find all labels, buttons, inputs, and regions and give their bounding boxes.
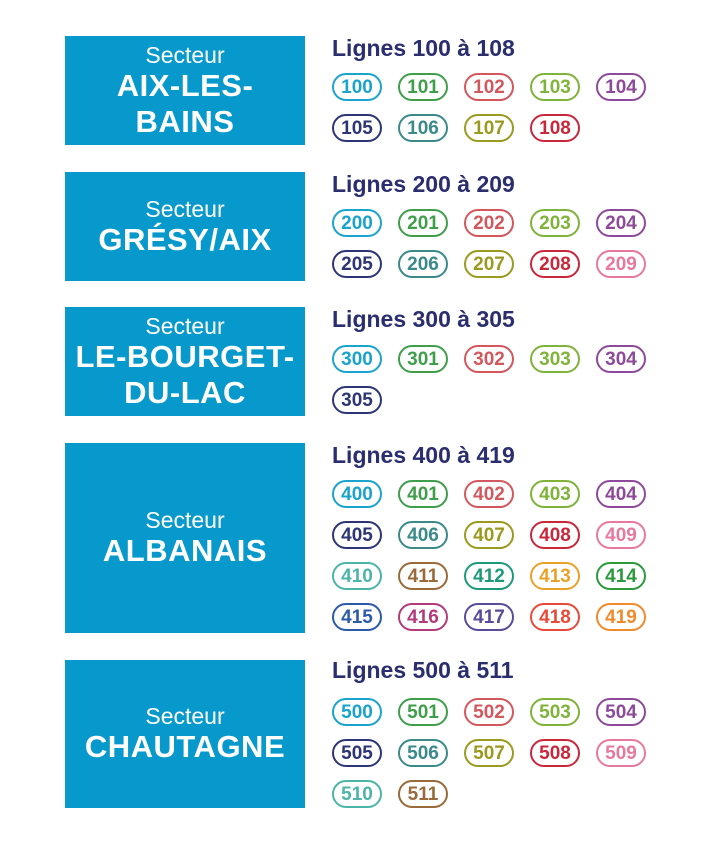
- sector-chautagne-box: Secteur CHAUTAGNE: [65, 660, 305, 808]
- sector-gresy-aix-box: Secteur GRÉSY/AIX: [65, 172, 305, 281]
- line-badge-509[interactable]: 509: [596, 739, 646, 767]
- line-badge-408[interactable]: 408: [530, 521, 580, 549]
- line-badge-506[interactable]: 506: [398, 739, 448, 767]
- sector-albanais-box: Secteur ALBANAIS: [65, 443, 305, 633]
- sector-name: CHAUTAGNE: [84, 729, 286, 764]
- line-badge-104[interactable]: 104: [596, 73, 646, 101]
- line-badge-411[interactable]: 411: [398, 562, 448, 590]
- line-badge-301[interactable]: 301: [398, 345, 448, 373]
- line-badge-400[interactable]: 400: [332, 480, 382, 508]
- sector-kicker: Secteur: [145, 195, 225, 222]
- line-badge-405[interactable]: 405: [332, 521, 382, 549]
- line-badge-510[interactable]: 510: [332, 780, 382, 808]
- lines-title: Lignes 300 à 305: [332, 306, 515, 332]
- line-badge-105[interactable]: 105: [332, 114, 382, 142]
- sector-name: ALBANAIS: [102, 533, 268, 568]
- lines-title: Lignes 500 à 511: [332, 657, 514, 683]
- line-badge-203[interactable]: 203: [530, 209, 580, 237]
- line-badge-511[interactable]: 511: [398, 780, 448, 808]
- lines-title: Lignes 100 à 108: [332, 35, 515, 61]
- line-badge-406[interactable]: 406: [398, 521, 448, 549]
- line-badge-501[interactable]: 501: [398, 698, 448, 726]
- line-badge-102[interactable]: 102: [464, 73, 514, 101]
- line-badge-100[interactable]: 100: [332, 73, 382, 101]
- line-badge-305[interactable]: 305: [332, 386, 382, 414]
- line-badge-108[interactable]: 108: [530, 114, 580, 142]
- line-badge-415[interactable]: 415: [332, 603, 382, 631]
- line-badge-201[interactable]: 201: [398, 209, 448, 237]
- line-badge-417[interactable]: 417: [464, 603, 514, 631]
- line-badge-407[interactable]: 407: [464, 521, 514, 549]
- sector-kicker: Secteur: [145, 41, 225, 68]
- sector-aix-les-bains-box: Secteur AIX-LES- BAINS: [65, 36, 305, 145]
- line-badge-504[interactable]: 504: [596, 698, 646, 726]
- line-badge-200[interactable]: 200: [332, 209, 382, 237]
- sector-kicker: Secteur: [145, 507, 225, 533]
- line-badge-207[interactable]: 207: [464, 250, 514, 278]
- line-badge-106[interactable]: 106: [398, 114, 448, 142]
- line-badge-403[interactable]: 403: [530, 480, 580, 508]
- line-badge-204[interactable]: 204: [596, 209, 646, 237]
- sector-kicker: Secteur: [145, 312, 225, 339]
- line-badge-412[interactable]: 412: [464, 562, 514, 590]
- line-badge-209[interactable]: 209: [596, 250, 646, 278]
- line-badge-205[interactable]: 205: [332, 250, 382, 278]
- sector-name: GRÉSY/AIX: [98, 221, 272, 257]
- line-badge-505[interactable]: 505: [332, 739, 382, 767]
- line-badge-206[interactable]: 206: [398, 250, 448, 278]
- line-badge-502[interactable]: 502: [464, 698, 514, 726]
- line-badge-410[interactable]: 410: [332, 562, 382, 590]
- line-badge-419[interactable]: 419: [596, 603, 646, 631]
- lines-title: Lignes 200 à 209: [332, 171, 515, 197]
- line-badge-507[interactable]: 507: [464, 739, 514, 767]
- sector-name: LE-BOURGET- DU-LAC: [75, 338, 295, 410]
- line-badge-418[interactable]: 418: [530, 603, 580, 631]
- line-badge-409[interactable]: 409: [596, 521, 646, 549]
- line-badge-414[interactable]: 414: [596, 562, 646, 590]
- line-badge-402[interactable]: 402: [464, 480, 514, 508]
- line-badge-202[interactable]: 202: [464, 209, 514, 237]
- line-badge-101[interactable]: 101: [398, 73, 448, 101]
- line-badge-413[interactable]: 413: [530, 562, 580, 590]
- lines-title: Lignes 400 à 419: [332, 442, 515, 468]
- line-badge-401[interactable]: 401: [398, 480, 448, 508]
- line-badge-300[interactable]: 300: [332, 345, 382, 373]
- line-badge-304[interactable]: 304: [596, 345, 646, 373]
- sector-name: AIX-LES- BAINS: [116, 67, 254, 139]
- line-badge-208[interactable]: 208: [530, 250, 580, 278]
- line-badge-302[interactable]: 302: [464, 345, 514, 373]
- line-badge-404[interactable]: 404: [596, 480, 646, 508]
- line-badge-416[interactable]: 416: [398, 603, 448, 631]
- line-badge-303[interactable]: 303: [530, 345, 580, 373]
- line-badge-500[interactable]: 500: [332, 698, 382, 726]
- line-badge-103[interactable]: 103: [530, 73, 580, 101]
- sector-le-bourget-du-lac-box: Secteur LE-BOURGET- DU-LAC: [65, 307, 305, 416]
- sector-kicker: Secteur: [145, 703, 225, 729]
- line-badge-508[interactable]: 508: [530, 739, 580, 767]
- line-badge-503[interactable]: 503: [530, 698, 580, 726]
- line-badge-107[interactable]: 107: [464, 114, 514, 142]
